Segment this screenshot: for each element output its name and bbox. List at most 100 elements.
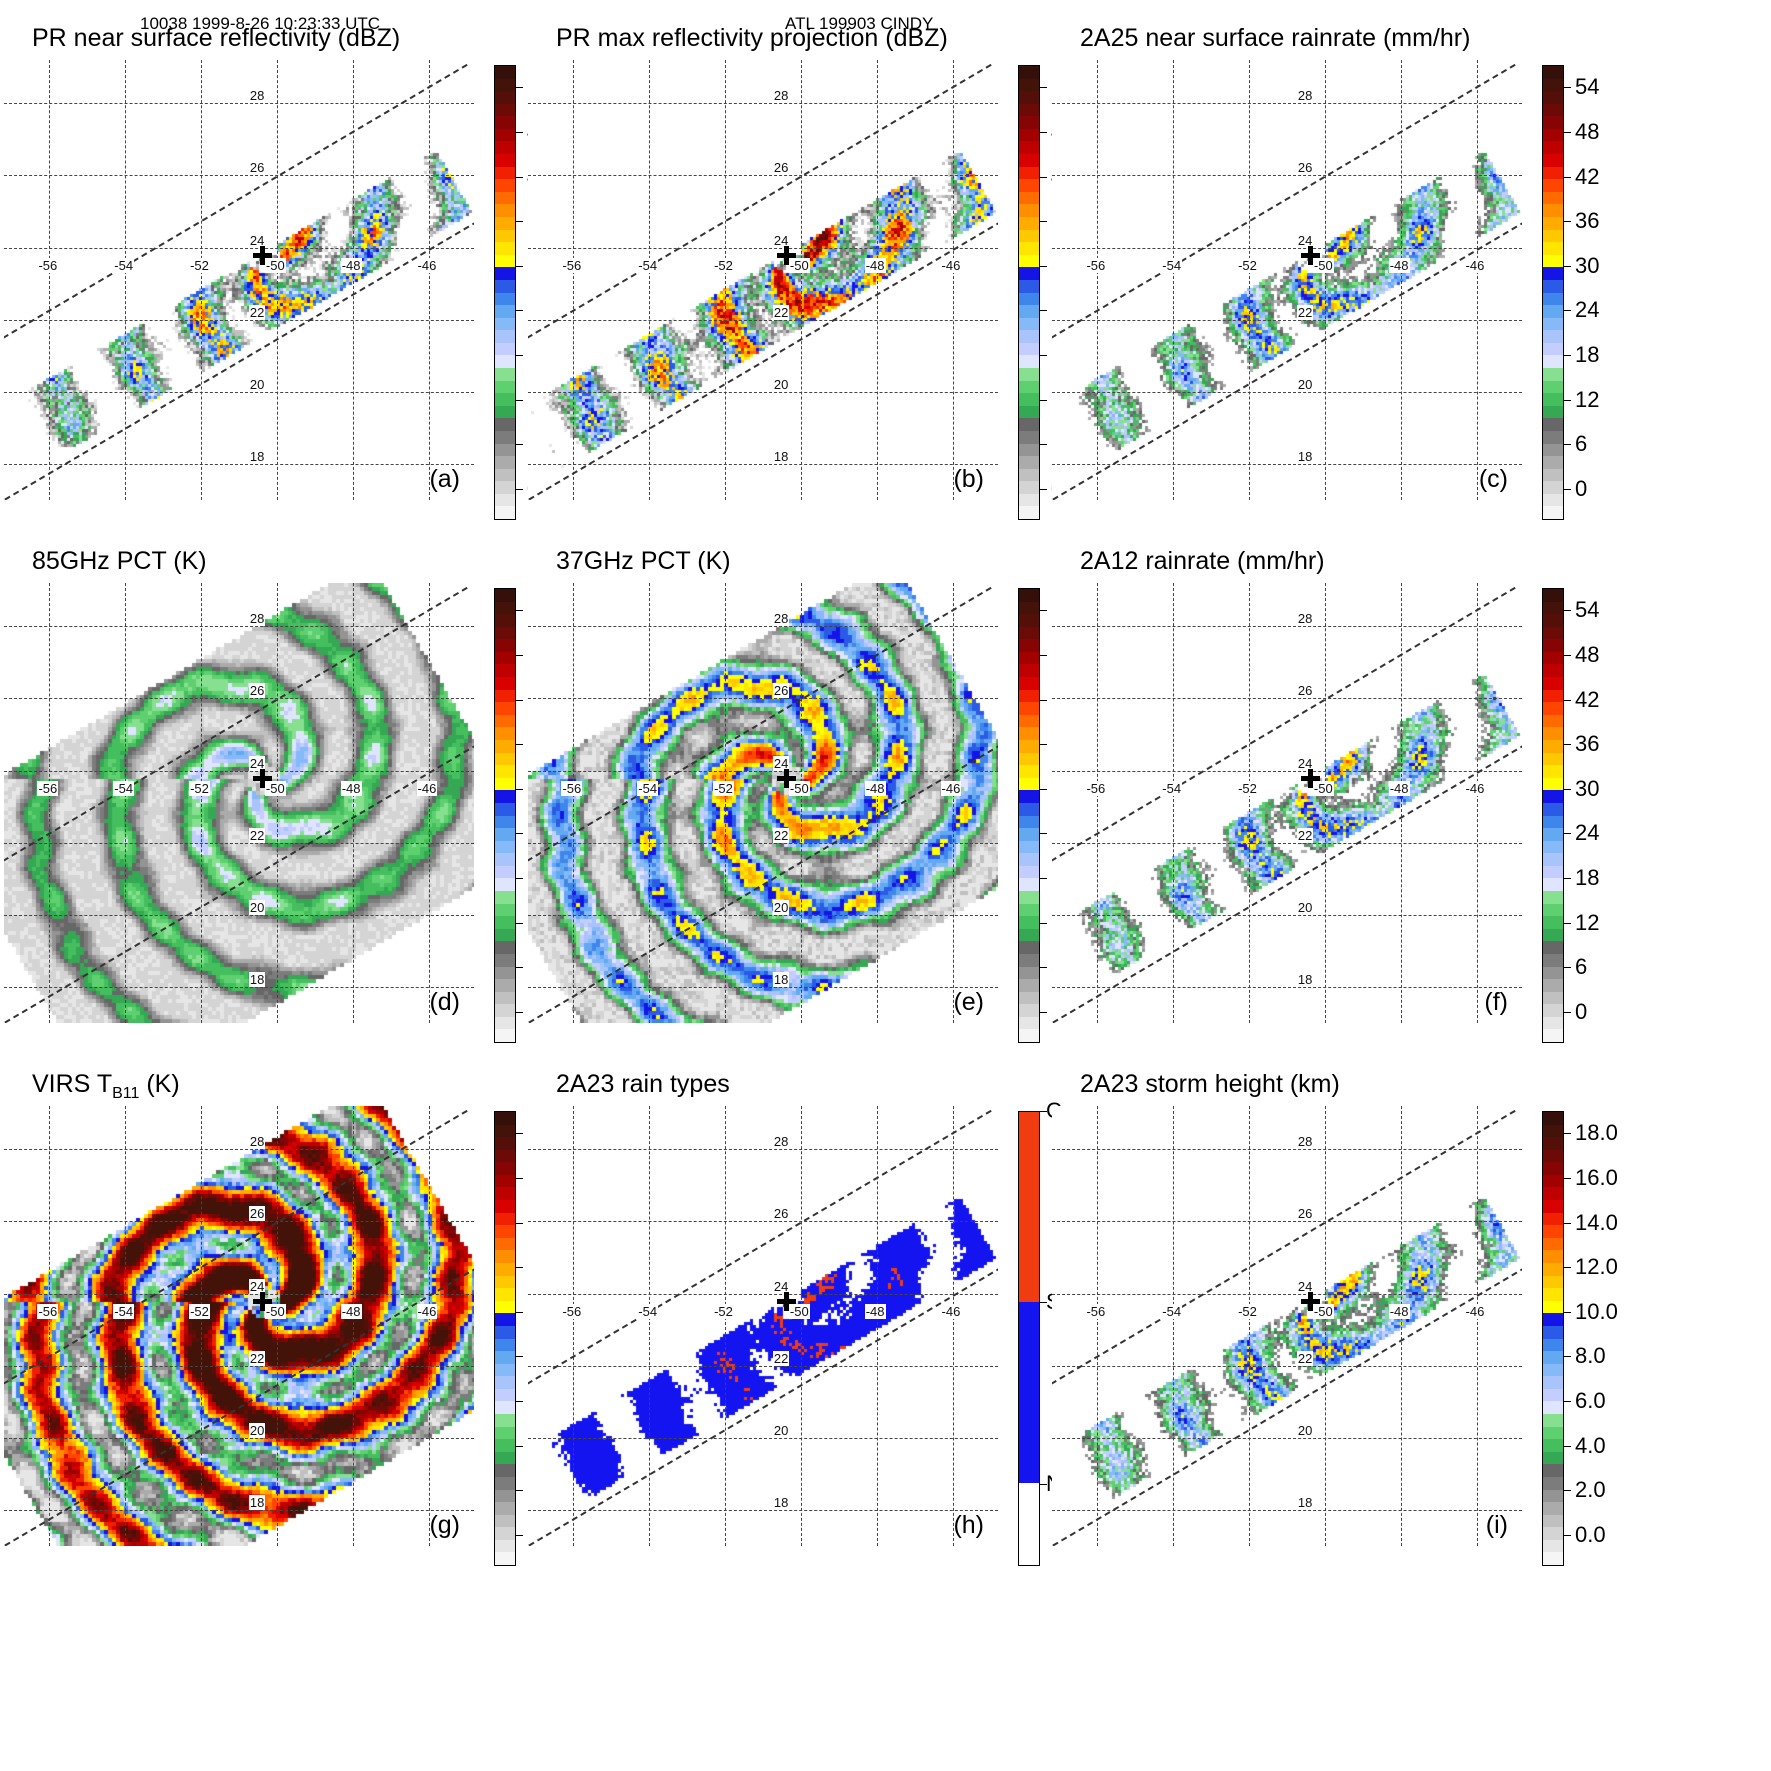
colorbar-segment	[495, 1388, 515, 1402]
lon-tick-label: -46	[1464, 257, 1486, 273]
panel-label-f: (f)	[1484, 988, 1508, 1016]
colorbar-tick	[516, 833, 523, 835]
colorbar-segment	[1019, 367, 1039, 382]
colorbar-tick	[1564, 877, 1571, 879]
colorbar-segment	[1543, 1502, 1563, 1516]
panel-near-surface-rainrate-2a25: 2A25 near surface rainrate (mm/hr) -56 -54…	[1052, 24, 1599, 520]
lat-tick-label: 24	[772, 232, 790, 248]
gridline-lon	[1400, 1106, 1402, 1546]
panel-label-d: (d)	[429, 988, 460, 1016]
gridline-lon	[49, 583, 51, 1023]
colorbar-tick	[516, 1011, 523, 1013]
colorbar-segment	[495, 1300, 515, 1314]
colorbar-segment	[1543, 1275, 1563, 1289]
colorbar-segment	[495, 1464, 515, 1478]
colorbar-segment	[1543, 254, 1563, 268]
colorbar-tick	[1564, 488, 1571, 490]
colorbar-segment	[1543, 443, 1563, 457]
lat-tick-label: 24	[772, 755, 790, 771]
colorbar-tick	[516, 744, 523, 746]
lat-tick-label: 24	[772, 1278, 790, 1294]
gridline-lat	[1052, 1365, 1522, 1367]
colorbar-tick-label: 6.0	[1575, 1387, 1606, 1413]
colorbar-segment	[495, 1124, 515, 1138]
colorbar-segment	[495, 815, 515, 829]
gridline-lat	[4, 103, 474, 105]
lon-tick-label: -48	[864, 257, 886, 273]
colorbar-segment	[495, 1004, 515, 1018]
colorbar-segment	[1019, 116, 1039, 130]
colorbar-tick	[516, 788, 523, 790]
colorbar-tick-label: 48	[1575, 118, 1600, 144]
colorbar-tick-label: 42	[1575, 163, 1600, 189]
colorbar-segment	[1543, 1539, 1563, 1553]
lon-tick-label: -50	[788, 257, 810, 273]
colorbar-segment	[495, 1376, 515, 1390]
gridline-lat	[528, 1509, 998, 1511]
colorbar-segment	[1543, 903, 1563, 917]
colorbar-tick	[1564, 354, 1571, 356]
colorbar-tick	[1040, 221, 1047, 223]
colorbar-segment	[1543, 853, 1563, 867]
colorbar-segment	[495, 380, 515, 394]
gridline-lon	[125, 1106, 127, 1546]
lon-tick-label: -48	[340, 780, 362, 796]
colorbar-segment	[1543, 928, 1563, 942]
colorbar-segment	[1543, 941, 1563, 955]
panel-label-b: (b)	[953, 465, 984, 493]
lon-tick-label: -54	[113, 257, 135, 273]
colorbar-strip	[1018, 1111, 1040, 1566]
lon-tick-label: -46	[416, 780, 438, 796]
swath-data-a	[4, 60, 474, 500]
colorbar-segment	[1543, 601, 1563, 615]
colorbar-segment	[495, 1338, 515, 1352]
colorbar-segment	[1019, 953, 1039, 967]
colorbar-strip	[494, 65, 516, 520]
storm-center-marker	[776, 1291, 796, 1311]
colorbar-tick	[1040, 176, 1047, 178]
lat-tick-label: 18	[1296, 971, 1314, 987]
colorbar-segment	[1019, 853, 1039, 867]
colorbar-segment	[1543, 128, 1563, 142]
colorbar-tick	[1040, 488, 1047, 490]
gridline-lon	[1476, 583, 1478, 1023]
colorbar-tick	[1564, 221, 1571, 223]
colorbar-segment	[495, 418, 515, 432]
colorbar-segment	[495, 1237, 515, 1251]
gridline-lon	[1324, 583, 1326, 1023]
colorbar-segment	[495, 1162, 515, 1176]
gridline-lat	[528, 175, 998, 177]
colorbar-tick	[1040, 1111, 1047, 1112]
colorbar-tick-label: 18	[1575, 864, 1600, 890]
gridline-lat	[1052, 914, 1522, 916]
panel-storm-height-2a23: 2A23 storm height (km) -56 -54 -52 -50 -48 -46…	[1052, 1070, 1618, 1566]
colorbar-segment	[1543, 1489, 1563, 1503]
colorbar-segment	[1543, 765, 1563, 779]
colorbar-segment	[1019, 840, 1039, 854]
colorbar-segment	[495, 506, 515, 520]
lon-tick-label: -50	[788, 780, 810, 796]
colorbar-segment	[495, 903, 515, 917]
lat-tick-label: 18	[772, 1494, 790, 1510]
colorbar-tick	[516, 131, 523, 133]
lat-tick-label: 22	[772, 827, 790, 843]
colorbar-segment	[1019, 254, 1039, 268]
plot-area-c: -56 -54 -52 -50 -48 -46 28 26 24 22 20 18	[1052, 60, 1522, 500]
gridline-lon	[1097, 60, 1099, 500]
colorbar-tick-label: 42	[1575, 686, 1600, 712]
panel-rain-types-2a23: 2A23 rain types -56 -54 -52 -50 -48 -46 28 26 24 2…	[528, 1070, 1097, 1566]
colorbar-segment	[495, 928, 515, 942]
gridline-lon	[876, 583, 878, 1023]
colorbar-segment	[1019, 1483, 1039, 1565]
colorbar-segment	[1543, 651, 1563, 665]
colorbar-segment	[495, 1137, 515, 1151]
colorbar-tick-label: 0.0	[1575, 1521, 1606, 1547]
gridline-lat	[1052, 1509, 1522, 1511]
colorbar-tick	[1564, 399, 1571, 401]
colorbar-tick	[1564, 265, 1571, 267]
lon-tick-label: -54	[1161, 257, 1183, 273]
colorbar-segment	[495, 991, 515, 1005]
colorbar-segment	[495, 1351, 515, 1365]
storm-center-marker	[1300, 1291, 1320, 1311]
